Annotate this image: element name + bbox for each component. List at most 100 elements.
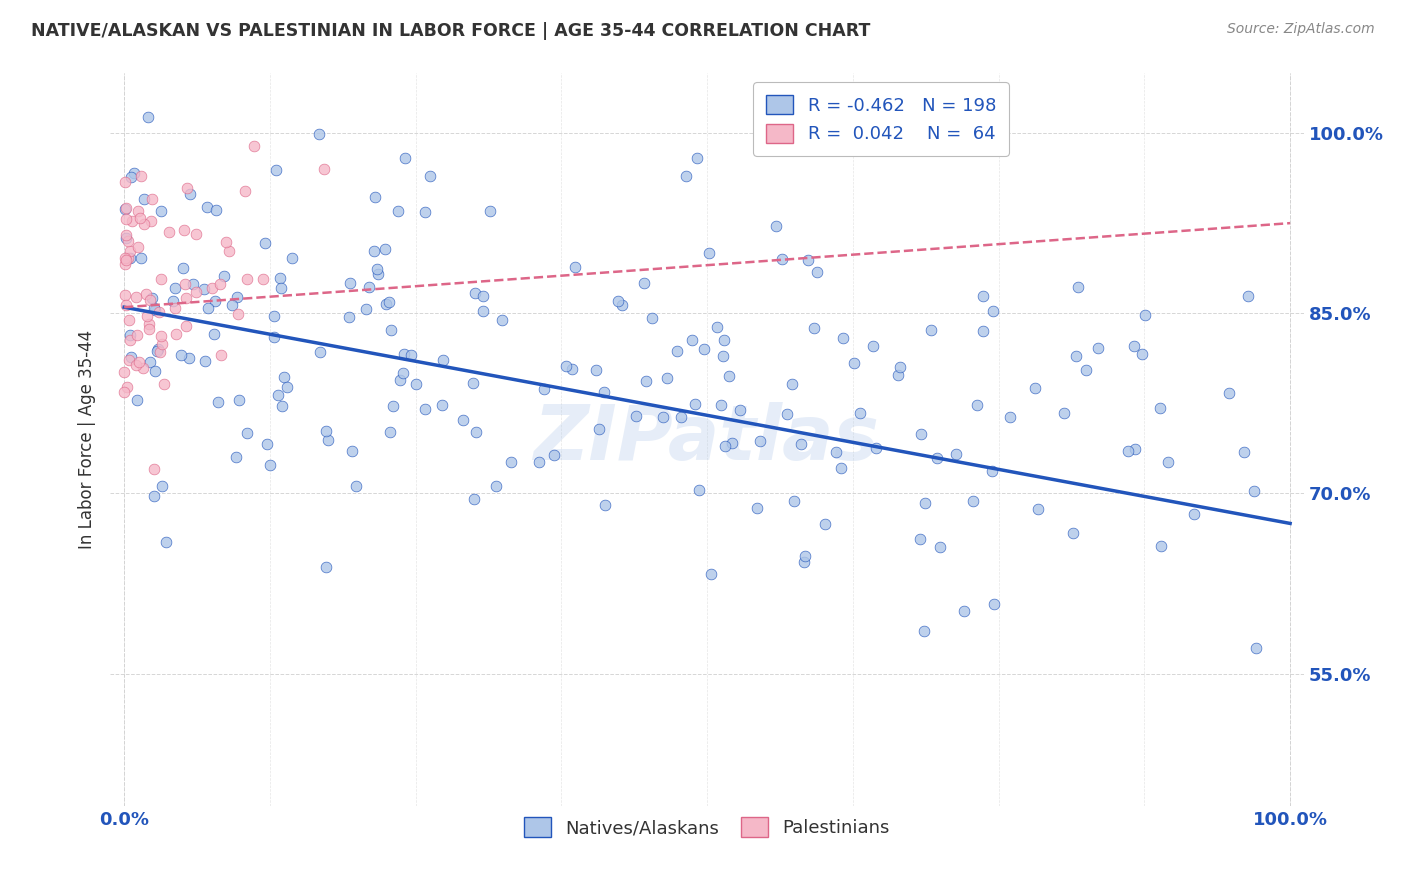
Point xyxy=(945,447,967,461)
Point xyxy=(748,434,770,448)
Point xyxy=(693,342,716,356)
Point xyxy=(125,358,148,372)
Point xyxy=(214,269,236,284)
Point xyxy=(127,203,149,218)
Point xyxy=(501,454,523,468)
Point xyxy=(271,400,294,414)
Point xyxy=(263,329,285,343)
Point xyxy=(342,443,364,458)
Point xyxy=(721,435,744,450)
Point xyxy=(138,317,160,331)
Point xyxy=(1184,507,1206,521)
Point xyxy=(118,251,141,265)
Point xyxy=(117,234,139,248)
Point xyxy=(118,313,141,327)
Point xyxy=(697,246,720,260)
Point xyxy=(256,437,278,451)
Point xyxy=(157,225,180,239)
Point xyxy=(125,290,148,304)
Point xyxy=(464,286,486,301)
Point xyxy=(593,384,616,399)
Legend: Natives/Alaskans, Palestinians: Natives/Alaskans, Palestinians xyxy=(517,810,897,845)
Point xyxy=(225,290,247,304)
Point xyxy=(243,139,266,153)
Point xyxy=(115,227,138,242)
Point xyxy=(765,219,787,233)
Point xyxy=(478,203,501,218)
Point xyxy=(315,424,337,438)
Point xyxy=(593,498,616,512)
Point xyxy=(114,175,136,189)
Point xyxy=(120,351,142,365)
Point xyxy=(150,271,173,285)
Point xyxy=(339,276,361,290)
Point xyxy=(118,352,141,367)
Point xyxy=(862,339,884,353)
Point xyxy=(207,395,229,409)
Point xyxy=(280,251,302,265)
Point xyxy=(114,253,136,268)
Point xyxy=(129,251,152,265)
Point xyxy=(392,366,415,380)
Point xyxy=(129,211,152,225)
Point xyxy=(142,489,165,503)
Point xyxy=(463,491,485,506)
Point xyxy=(1149,401,1171,416)
Point xyxy=(543,448,565,462)
Text: NATIVE/ALASKAN VS PALESTINIAN IN LABOR FORCE | AGE 35-44 CORRELATION CHART: NATIVE/ALASKAN VS PALESTINIAN IN LABOR F… xyxy=(31,22,870,40)
Point xyxy=(1130,347,1153,361)
Point xyxy=(607,293,630,308)
Point xyxy=(150,328,173,343)
Point xyxy=(266,388,288,402)
Y-axis label: In Labor Force | Age 35-44: In Labor Force | Age 35-44 xyxy=(79,330,96,549)
Point xyxy=(1024,381,1046,395)
Point xyxy=(1157,455,1180,469)
Point xyxy=(1135,308,1157,322)
Text: Source: ZipAtlas.com: Source: ZipAtlas.com xyxy=(1227,22,1375,37)
Point xyxy=(308,345,330,359)
Point xyxy=(962,494,984,508)
Point xyxy=(138,322,160,336)
Point xyxy=(114,202,136,216)
Point xyxy=(170,348,193,362)
Point xyxy=(118,333,141,347)
Point xyxy=(127,393,149,408)
Point xyxy=(204,202,226,217)
Point xyxy=(914,496,936,510)
Point xyxy=(782,376,804,391)
Point xyxy=(794,549,817,564)
Point xyxy=(825,444,848,458)
Point xyxy=(790,437,813,451)
Point xyxy=(1116,444,1139,458)
Point xyxy=(912,624,935,638)
Point xyxy=(209,277,232,291)
Point xyxy=(122,166,145,180)
Point xyxy=(776,407,799,421)
Point xyxy=(114,257,136,271)
Point xyxy=(666,344,689,359)
Point xyxy=(316,434,339,448)
Point xyxy=(146,344,169,359)
Point xyxy=(920,323,942,337)
Point xyxy=(201,281,224,295)
Point xyxy=(405,376,427,391)
Point xyxy=(842,356,865,370)
Point xyxy=(485,479,508,493)
Point xyxy=(432,398,454,412)
Point xyxy=(652,409,675,424)
Point xyxy=(165,326,187,341)
Point xyxy=(681,334,703,348)
Point xyxy=(555,359,578,373)
Point xyxy=(150,337,173,351)
Point xyxy=(624,409,647,423)
Point xyxy=(981,303,1004,318)
Point xyxy=(312,162,335,177)
Point xyxy=(374,242,396,256)
Point xyxy=(683,397,706,411)
Point xyxy=(132,192,155,206)
Point xyxy=(814,517,837,532)
Point xyxy=(308,127,330,141)
Point xyxy=(184,285,207,299)
Point xyxy=(173,223,195,237)
Point xyxy=(193,282,215,296)
